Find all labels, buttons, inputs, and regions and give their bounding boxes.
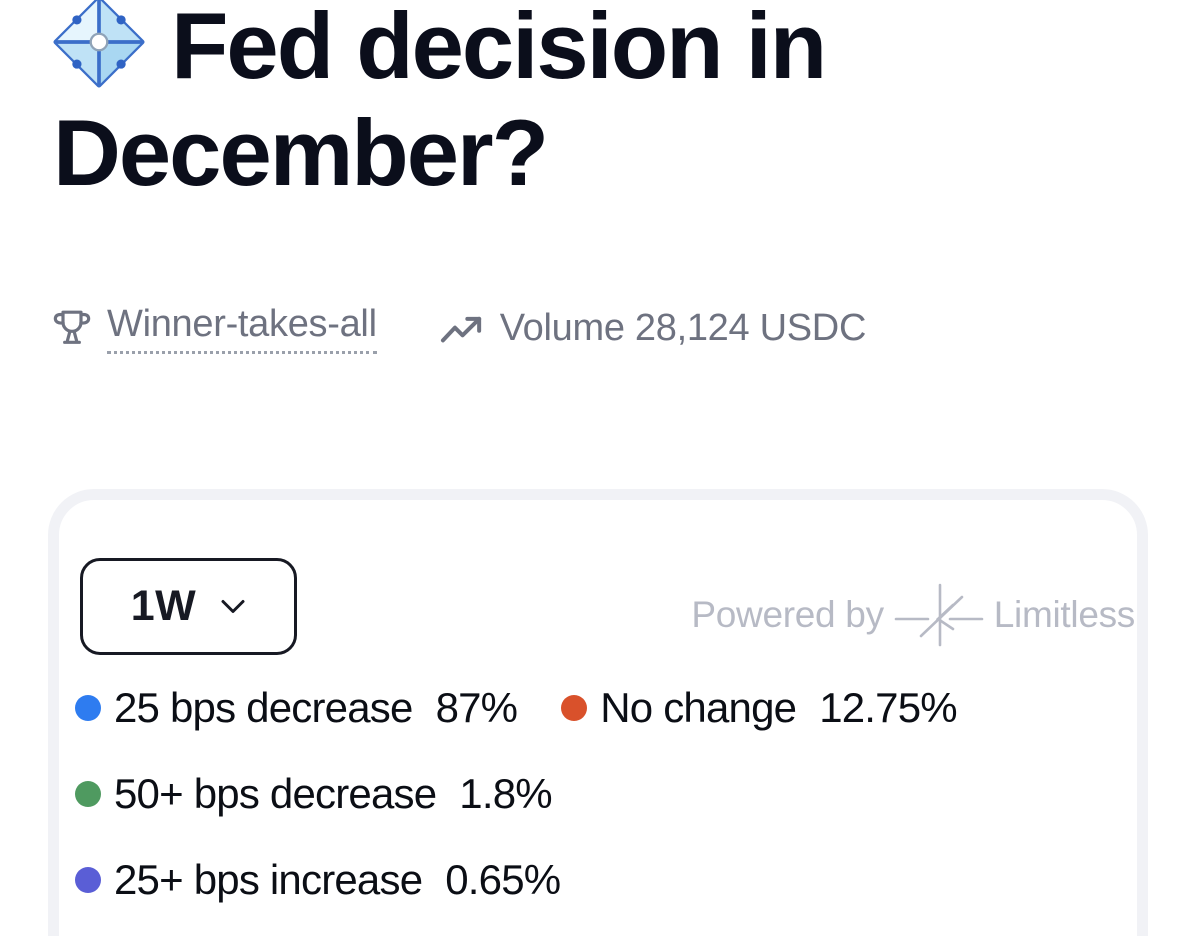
powered-by-link[interactable]: Powered by Limitless [691,582,1135,648]
legend-item: 50+ bps decrease 1.8% [75,770,553,818]
diamond-with-dot-icon [53,0,145,88]
market-type[interactable]: Winner-takes-all [52,303,377,354]
volume-label: Volume 28,124 USDC [499,307,867,349]
limitless-logo-icon [894,583,984,647]
outcome-label: No change [600,684,797,731]
outcome-label: 50+ bps decrease [114,770,437,817]
outcome-probability: 0.65% [445,856,561,903]
legend-item: 25+ bps increase 0.65% [75,856,561,904]
outcome-dot [75,781,101,807]
trophy-icon [53,310,91,344]
legend-item: 25 bps decrease 87% [75,684,518,732]
market-card: 1W Powered by Limitless 25 bps decrease … [48,489,1148,936]
brand-name: Limitless [993,594,1136,635]
trending-up-icon [440,316,481,342]
timeframe-value: 1W [130,582,197,630]
outcome-dot [561,695,588,721]
outcome-dot [75,867,101,893]
volume: Volume 28,124 USDC [439,307,866,350]
outcome-dot [75,695,101,721]
outcome-label: 25 bps decrease [114,684,413,731]
outcomes-legend: 25 bps decrease 87% No change 12.75% 50+… [75,684,1035,904]
page-title: Fed decision in December? [53,0,1063,206]
title-text: Fed decision in December? [53,0,827,205]
timeframe-dropdown[interactable]: 1W [80,558,297,655]
outcome-probability: 1.8% [459,770,552,817]
outcome-probability: 12.75% [819,684,957,731]
market-meta-row: Winner-takes-all Volume 28,124 USDC [52,303,866,354]
legend-item: No change 12.75% [561,684,958,732]
outcome-label: 25+ bps increase [114,856,423,903]
powered-by-prefix: Powered by [691,594,884,635]
outcome-probability: 87% [435,684,518,731]
chevron-down-icon [221,600,245,613]
market-type-label: Winner-takes-all [107,303,377,354]
